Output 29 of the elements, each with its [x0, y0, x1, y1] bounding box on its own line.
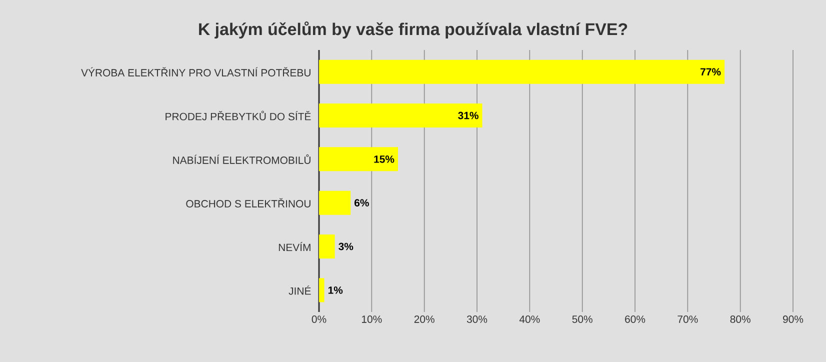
x-tick-label: 40%: [519, 316, 540, 323]
y-tick-label: PRODEJ PŘEBYTKŮ DO SÍTĚ: [166, 110, 311, 120]
bar: [319, 234, 335, 258]
data-label: 3%: [338, 242, 354, 250]
bar: [319, 278, 324, 302]
bar: [319, 104, 482, 128]
bar: [319, 190, 351, 215]
x-tick-label: 70%: [678, 316, 698, 323]
data-label: 6%: [354, 199, 369, 207]
x-tick-label: 10%: [362, 316, 382, 323]
y-tick-label: VÝROBA ELEKTŘINY PRO VLASTNÍ POTŘEBU: [81, 67, 310, 76]
bar: [319, 60, 725, 84]
x-tick-label: 20%: [414, 316, 434, 323]
y-tick-label: JINÉ: [288, 286, 311, 295]
data-label: 31%: [458, 112, 478, 120]
y-tick-label: OBCHOD S ELEKTŘINOU: [186, 198, 310, 208]
data-label: 1%: [328, 286, 343, 294]
x-tick-label: 60%: [625, 316, 646, 323]
bar: [319, 147, 398, 172]
y-tick-label: NABÍJENÍ ELEKTROMOBILŮ: [173, 154, 310, 164]
y-tick-label: NEVÍM: [278, 242, 310, 252]
chart-title: K jakým účelům by vaše firma používala vlastní FVE?: [199, 21, 628, 39]
x-tick-label: 0%: [312, 316, 326, 323]
x-tick-label: 80%: [730, 316, 750, 323]
x-tick-label: 50%: [572, 316, 592, 323]
data-label: 77%: [700, 68, 721, 76]
data-label: 15%: [374, 155, 394, 163]
x-tick-label: 30%: [466, 316, 488, 323]
x-tick-label: 90%: [783, 316, 804, 323]
